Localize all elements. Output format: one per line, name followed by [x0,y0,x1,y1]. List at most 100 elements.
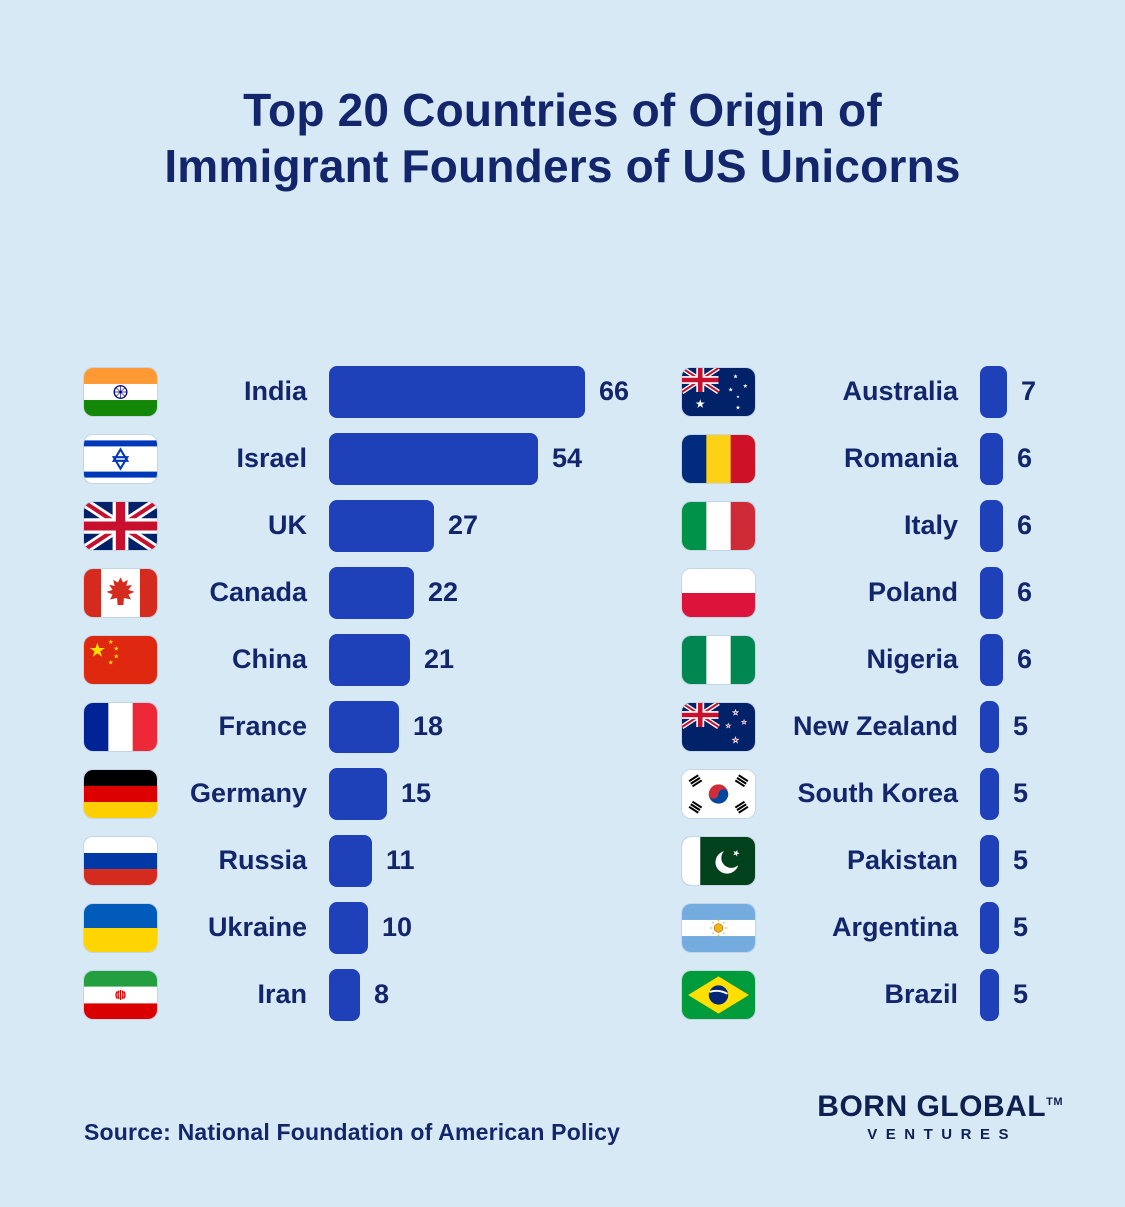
chart-row: Ukraine 10 [84,894,659,961]
value-label: 5 [1013,845,1029,875]
chart-row: UK 27 [84,492,659,559]
value-bar [980,633,1003,686]
value-label: 10 [382,912,413,942]
value-label: 5 [1013,778,1029,808]
value-bar [329,968,360,1021]
chart-row: Germany 15 [84,760,659,827]
iran-flag-icon [84,970,157,1019]
brand-logo: BORN GLOBALTM VENTURES [817,1092,1063,1144]
south-korea-flag-icon [682,769,755,818]
chart-row: Pakistan 5 [682,827,1102,894]
value-label: 5 [1013,912,1029,942]
value-bar [329,901,368,954]
country-label: Israel [236,443,307,473]
chart-column-right: Australia 7 Romania 6 Italy 6 Poland 6 Nigeria 6 N… [682,358,1102,1028]
value-label: 21 [424,644,455,674]
chart-row: India 66 [84,358,659,425]
country-label: China [231,644,307,674]
value-bar [980,968,999,1021]
country-label: Iran [257,979,307,1009]
infographic-page: Top 20 Countries of Origin of Immigrant … [0,82,1125,1207]
chart-column-left: India 66 Israel 54 UK 27 Canada 22 China 21 France… [84,358,659,1028]
value-label: 11 [386,845,415,875]
chart-row: South Korea 5 [682,760,1102,827]
country-label: France [218,711,307,741]
value-bar [980,566,1003,619]
chart-row: Nigeria 6 [682,626,1102,693]
chart-row: Canada 22 [84,559,659,626]
chart-row: France 18 [84,693,659,760]
chart-row: Poland 6 [682,559,1102,626]
value-bar [329,767,387,820]
israel-flag-icon [84,434,157,483]
value-label: 15 [401,778,432,808]
country-label: India [243,376,307,406]
value-label: 6 [1017,510,1033,540]
value-label: 6 [1017,443,1033,473]
country-label: Russia [218,845,307,875]
source-note: Source: National Foundation of American … [84,1119,621,1145]
brand-name: BORN GLOBALTM [817,1092,1063,1122]
brazil-flag-icon [682,970,755,1019]
russia-flag-icon [84,836,157,885]
country-label: Germany [189,778,307,808]
nigeria-flag-icon [682,635,755,684]
country-label: Poland [867,577,958,607]
chart-row: Russia 11 [84,827,659,894]
value-label: 18 [413,711,444,741]
ukraine-flag-icon [84,903,157,952]
value-bar [329,834,372,887]
argentina-flag-icon [682,903,755,952]
value-label: 6 [1017,577,1033,607]
value-bar [980,901,999,954]
uk-flag-icon [84,501,157,550]
value-bar [329,365,585,418]
value-label: 7 [1021,376,1037,406]
value-bar [329,633,410,686]
chart-row: Brazil 5 [682,961,1102,1028]
country-label: Canada [209,577,307,607]
value-bar [980,499,1003,552]
chart-row: Italy 6 [682,492,1102,559]
country-label: Pakistan [846,845,958,875]
value-bar [329,499,434,552]
italy-flag-icon [682,501,755,550]
country-label: Argentina [831,912,958,942]
australia-flag-icon [682,367,755,416]
country-label: New Zealand [792,711,958,741]
value-bar [980,834,999,887]
canada-flag-icon [84,568,157,617]
chart-row: Israel 54 [84,425,659,492]
country-label: Romania [843,443,958,473]
new-zealand-flag-icon [682,702,755,751]
france-flag-icon [84,702,157,751]
india-flag-icon [84,367,157,416]
country-label: Brazil [884,979,958,1009]
chart-row: China 21 [84,626,659,693]
value-bar [329,432,538,485]
country-label: Nigeria [866,644,958,674]
value-label: 27 [448,510,479,540]
brand-name-text: BORN GLOBAL [817,1090,1047,1123]
pakistan-flag-icon [682,836,755,885]
value-bar [329,566,414,619]
country-label: Ukraine [207,912,307,942]
chart-row: Iran 8 [84,961,659,1028]
value-bar [980,767,999,820]
page-title: Top 20 Countries of Origin of Immigrant … [164,84,961,193]
value-label: 8 [374,979,390,1009]
chart-row: Romania 6 [682,425,1102,492]
value-label: 6 [1017,644,1033,674]
value-label: 54 [552,443,583,473]
value-label: 5 [1013,711,1029,741]
chart-row: Australia 7 [682,358,1102,425]
country-label: UK [268,510,307,540]
value-bar [329,700,399,753]
trademark-symbol: TM [1046,1096,1063,1108]
poland-flag-icon [682,568,755,617]
value-bar [980,432,1003,485]
country-label: South Korea [797,778,958,808]
value-label: 5 [1013,979,1029,1009]
brand-subtitle: VENTURES [867,1126,1017,1143]
chart-row: Argentina 5 [682,894,1102,961]
